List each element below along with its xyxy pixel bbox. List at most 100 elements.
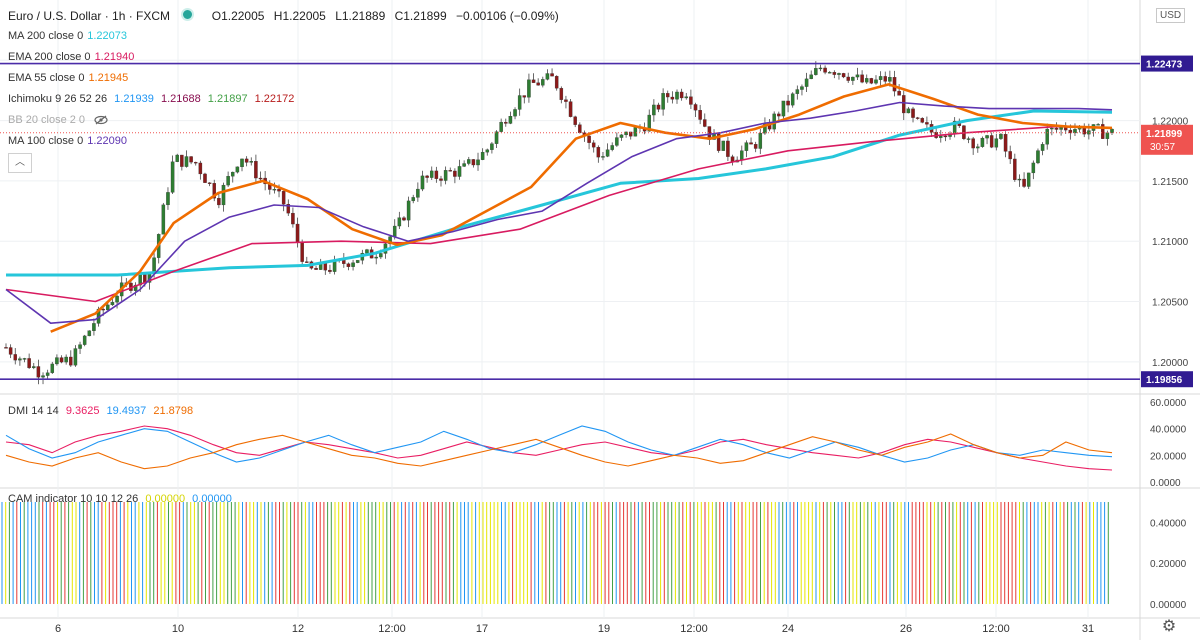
low-value: L1.21889 bbox=[335, 9, 386, 23]
price-tick-label: 1.21000 bbox=[1152, 237, 1189, 248]
candle-body bbox=[170, 161, 175, 193]
candle-body bbox=[115, 295, 119, 303]
candle-body bbox=[1017, 178, 1022, 181]
candle-body bbox=[411, 197, 415, 202]
legend-ema200[interactable]: EMA 200 close 0 1.21940 bbox=[8, 50, 134, 64]
legend-ma100[interactable]: MA 100 close 0 1.22090 bbox=[8, 134, 127, 148]
candle-body bbox=[59, 357, 64, 363]
candle-body bbox=[823, 67, 827, 73]
symbol-title[interactable]: Euro / U.S. Dollar · 1h · FXCM bbox=[8, 9, 171, 23]
candle-body bbox=[758, 133, 763, 149]
candle-body bbox=[277, 188, 281, 192]
legend-ma200[interactable]: MA 200 close 0 1.22073 bbox=[8, 29, 127, 43]
legend-ichimoku-span: 1.22172 bbox=[254, 93, 295, 105]
candle-body bbox=[439, 178, 443, 181]
candle-body bbox=[397, 217, 402, 227]
candle-body bbox=[198, 162, 203, 175]
candle-body bbox=[457, 166, 462, 177]
candle-body bbox=[1040, 144, 1045, 151]
candle-body bbox=[87, 330, 92, 337]
legend-dmi[interactable]: DMI 14 14 9.3625 19.4937 21.8798 bbox=[8, 404, 193, 418]
candle-body bbox=[193, 161, 198, 164]
legend-ema200-label: EMA 200 close 0 bbox=[8, 51, 91, 63]
time-tick-label: 12:00 bbox=[680, 623, 708, 635]
candle-body bbox=[837, 73, 841, 75]
candle-body bbox=[864, 78, 869, 83]
candle-body bbox=[231, 171, 235, 177]
dmi-tick-label: 60.0000 bbox=[1150, 398, 1187, 409]
candle-body bbox=[1110, 128, 1114, 133]
candle-body bbox=[203, 173, 207, 183]
candle-body bbox=[1068, 129, 1073, 134]
resistance-price-label: 1.22473 bbox=[1146, 60, 1183, 71]
legend-ichimoku-lagging: 1.21897 bbox=[207, 93, 248, 105]
candle-body bbox=[494, 131, 499, 144]
candle-body bbox=[467, 159, 471, 164]
dmi-tick-label: 40.0000 bbox=[1150, 425, 1187, 436]
legend-ema55-label: EMA 55 close 0 bbox=[8, 72, 85, 84]
candle-body bbox=[1026, 172, 1031, 187]
candle-body bbox=[161, 204, 166, 235]
legend-dmi-value-3: 21.8798 bbox=[153, 405, 194, 417]
legend-cam[interactable]: CAM indicator 10 10 12 26 0.00000 0.0000… bbox=[8, 492, 232, 506]
candle-body bbox=[684, 96, 689, 99]
candle-body bbox=[258, 177, 263, 180]
series-line-ma-100-close-0 bbox=[5, 101, 1113, 324]
candle-body bbox=[1096, 124, 1100, 126]
dmi-tick-label: 0.0000 bbox=[1150, 478, 1181, 489]
collapse-legend-button[interactable]: ︿ bbox=[8, 153, 32, 173]
candle-body bbox=[212, 183, 216, 199]
candle-body bbox=[392, 225, 397, 237]
candle-body bbox=[855, 74, 860, 78]
support-price-label: 1.19856 bbox=[1146, 375, 1183, 386]
settings-gear-icon[interactable]: ⚙ bbox=[1161, 618, 1177, 635]
currency-badge[interactable]: USD bbox=[1156, 8, 1186, 23]
candle-body bbox=[175, 154, 179, 162]
candle-body bbox=[8, 347, 13, 355]
price-tick-label: 1.21500 bbox=[1152, 177, 1189, 188]
candle-body bbox=[920, 118, 925, 123]
legend-ichimoku-label: Ichimoku 9 26 52 26 bbox=[8, 93, 108, 105]
candle-body bbox=[480, 151, 485, 160]
legend-ema55[interactable]: EMA 55 close 0 1.21945 bbox=[8, 71, 128, 85]
candle-body bbox=[1059, 127, 1063, 130]
candle-body bbox=[915, 117, 920, 119]
candle-body bbox=[4, 347, 8, 349]
candle-body bbox=[661, 93, 665, 110]
candle-body bbox=[1054, 127, 1059, 130]
dmi-line-2 bbox=[5, 425, 1113, 463]
legend-cam-value-1: 0.00000 bbox=[145, 493, 186, 505]
candle-body bbox=[286, 203, 291, 214]
candle-body bbox=[1031, 162, 1036, 174]
candle-body bbox=[365, 249, 369, 254]
legend-ichimoku[interactable]: Ichimoku 9 26 52 26 1.21939 1.21688 1.21… bbox=[8, 92, 294, 106]
legend-bb[interactable]: BB 20 close 2 0 bbox=[8, 113, 108, 127]
candle-body bbox=[295, 223, 300, 243]
candle-body bbox=[69, 356, 73, 366]
candle-body bbox=[892, 77, 897, 92]
candle-body bbox=[883, 76, 887, 82]
candle-body bbox=[106, 304, 110, 311]
candle-body bbox=[1036, 150, 1040, 164]
candle-body bbox=[32, 366, 36, 369]
candle-body bbox=[1050, 127, 1054, 130]
candle-body bbox=[578, 124, 582, 133]
candle-body bbox=[291, 212, 295, 225]
candle-body bbox=[647, 114, 651, 132]
candle-body bbox=[221, 184, 226, 206]
price-tick-label: 1.20000 bbox=[1152, 358, 1189, 369]
candle-body bbox=[18, 358, 22, 361]
candle-body bbox=[22, 358, 27, 360]
candle-body bbox=[527, 79, 531, 98]
candle-body bbox=[1105, 132, 1110, 139]
candle-body bbox=[818, 67, 823, 70]
legend-cam-value-2: 0.00000 bbox=[192, 493, 232, 505]
candle-body bbox=[851, 76, 855, 81]
candle-body bbox=[490, 143, 494, 150]
hidden-eye-icon[interactable] bbox=[94, 115, 108, 125]
candle-body bbox=[878, 76, 883, 80]
candle-body bbox=[846, 76, 850, 81]
legend-ichimoku-conversion: 1.21939 bbox=[114, 93, 154, 105]
